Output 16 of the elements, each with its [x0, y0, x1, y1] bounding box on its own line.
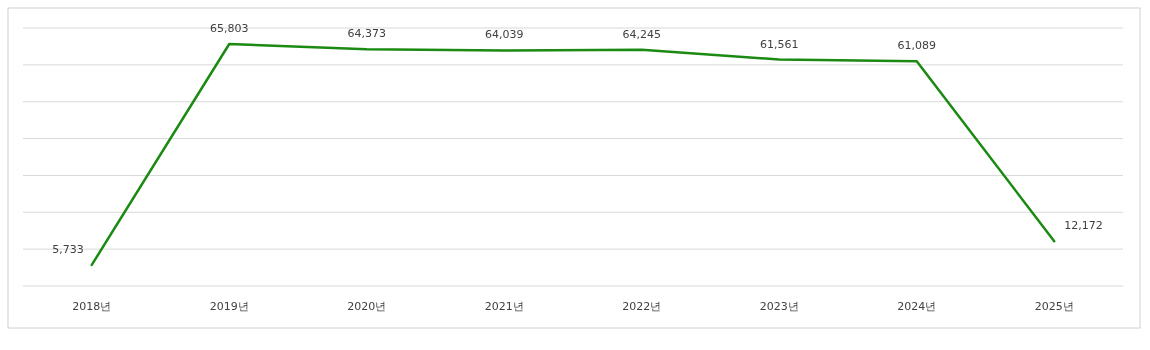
data-label: 64,245 — [622, 27, 661, 41]
data-label: 12,172 — [1064, 219, 1103, 233]
x-tick-label: 2022년 — [622, 300, 662, 313]
data-label: 5,733 — [52, 242, 84, 256]
data-label: 65,803 — [210, 22, 249, 35]
data-label: 61,089 — [897, 39, 936, 53]
data-label: 64,039 — [485, 28, 524, 42]
x-tick-label: 2019년 — [209, 300, 249, 313]
data-label: 61,561 — [760, 37, 799, 51]
x-tick-label: 2024년 — [897, 300, 937, 313]
data-label: 64,373 — [347, 27, 386, 41]
x-tick-label: 2023년 — [759, 300, 799, 313]
x-tick-label: 2021년 — [484, 300, 524, 313]
x-tick-label: 2018년 — [72, 300, 112, 313]
x-tick-label: 2020년 — [347, 300, 387, 313]
x-tick-label: 2025년 — [1034, 300, 1074, 313]
